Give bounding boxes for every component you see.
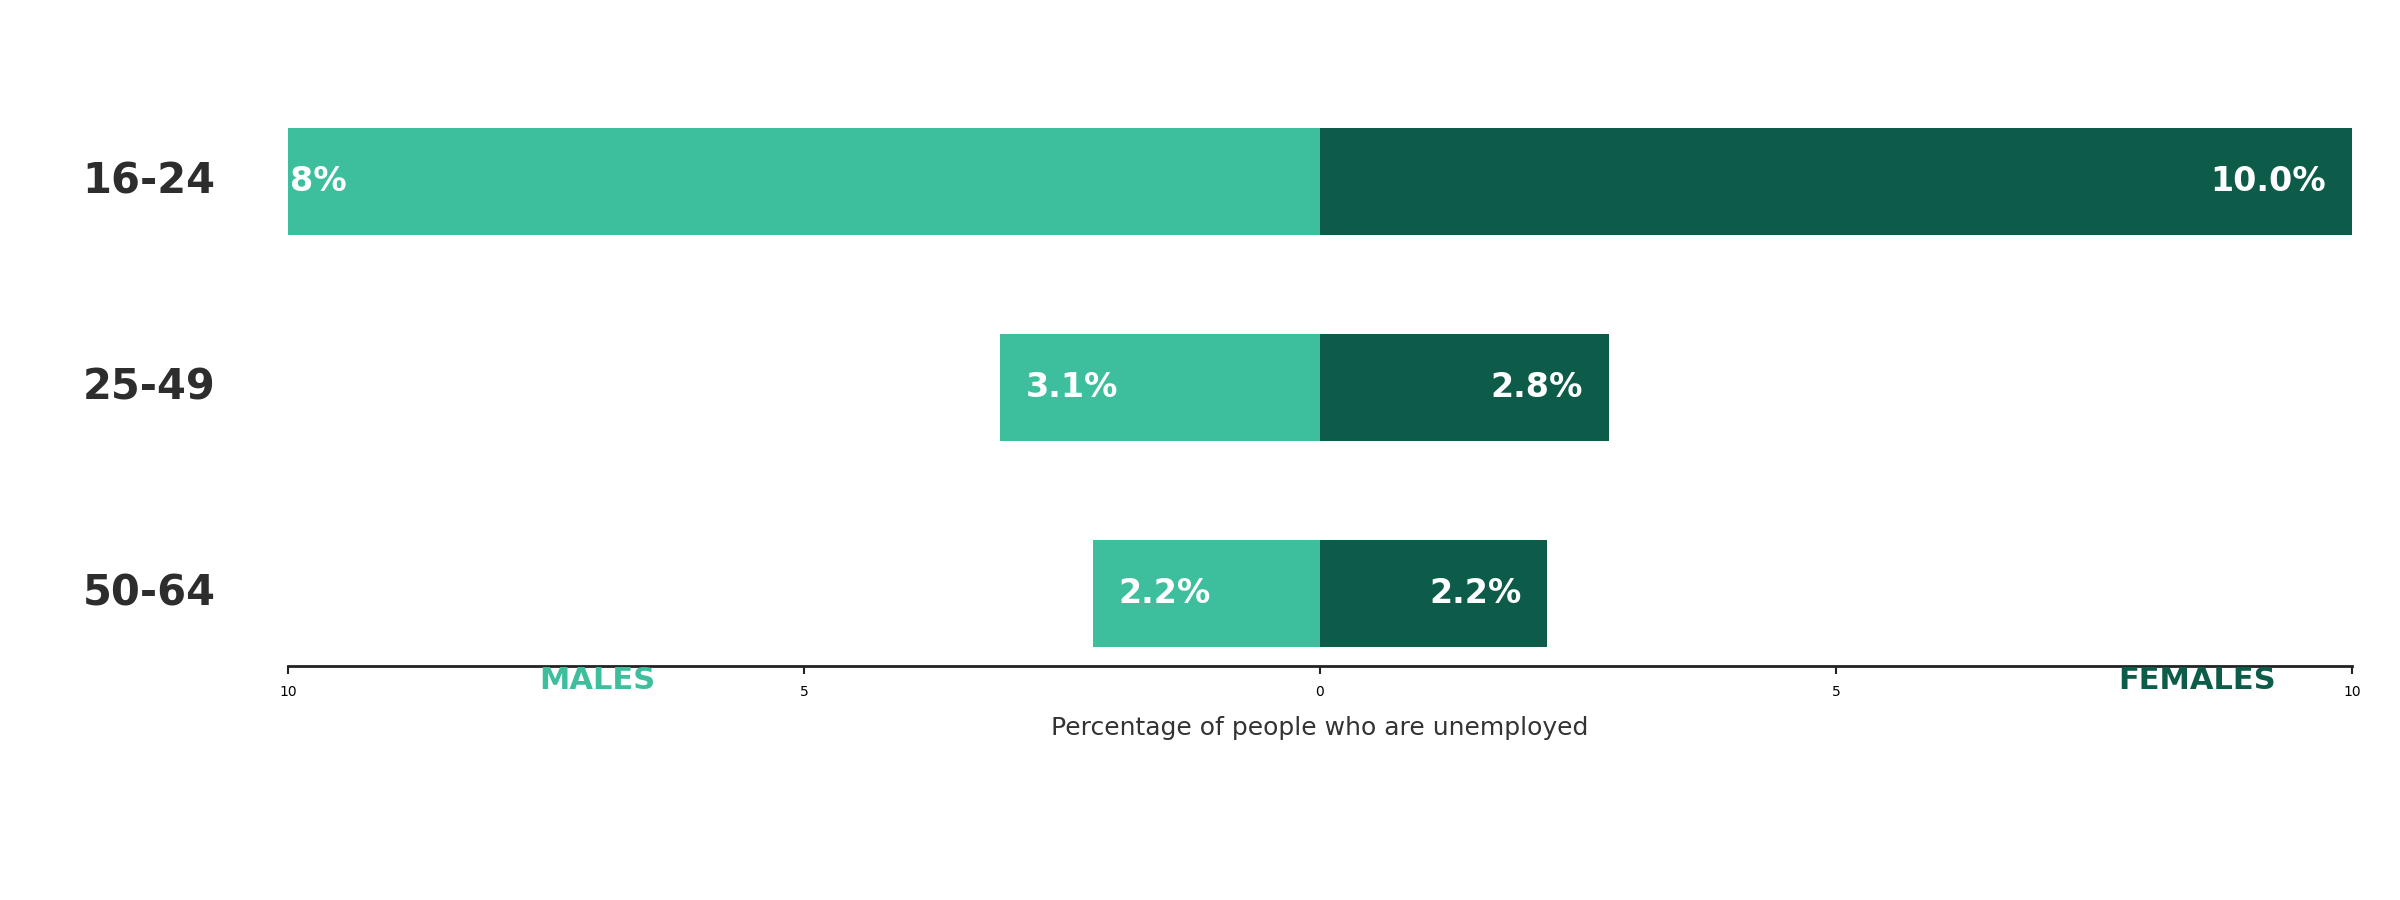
Text: 3.1%: 3.1% [1025,371,1118,404]
Text: MALES: MALES [540,666,655,695]
Bar [206,128,1320,235]
Text: 25-49: 25-49 [84,366,216,409]
Text: 16-24: 16-24 [82,160,216,202]
Text: 2.2%: 2.2% [1118,577,1212,610]
Text: 50-64: 50-64 [82,572,216,615]
Text: 10.8%: 10.8% [230,165,348,198]
Text: FEMALES: FEMALES [2119,666,2275,695]
Text: 2.8%: 2.8% [1490,371,1584,404]
Bar [1320,128,2352,235]
Bar [1320,334,1608,441]
Text: 2.2%: 2.2% [1428,577,1522,610]
Bar [1092,540,1320,647]
Bar [1320,540,1548,647]
Bar [1001,334,1320,441]
Text: 10.0%: 10.0% [2210,165,2326,198]
X-axis label: Percentage of people who are unemployed: Percentage of people who are unemployed [1051,716,1589,740]
